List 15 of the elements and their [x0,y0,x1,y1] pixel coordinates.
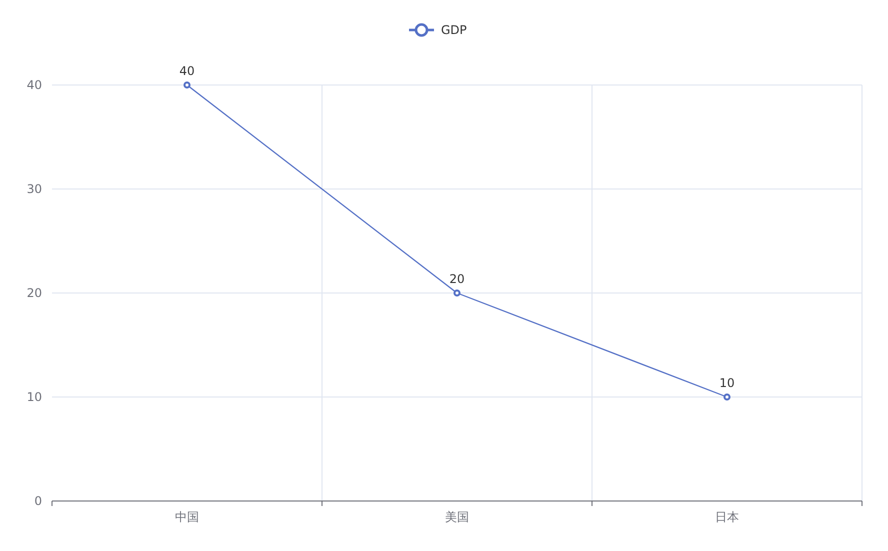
point [724,394,730,400]
data-label: 10 [719,376,735,390]
data-label: 40 [179,64,195,78]
x-tick-label: 美国 [445,510,469,524]
data-label: 20 [449,272,465,286]
x-tick-label: 日本 [715,510,739,524]
y-tick-label: 40 [26,78,42,92]
y-tick-label: 20 [26,286,42,300]
point [184,82,190,88]
y-tick-label: 30 [26,182,42,196]
legend-label: GDP [441,23,467,37]
y-tick-label: 10 [26,390,42,404]
x-tick-label: 中国 [175,510,199,524]
y-tick-label: 0 [34,494,42,508]
point [454,290,460,296]
